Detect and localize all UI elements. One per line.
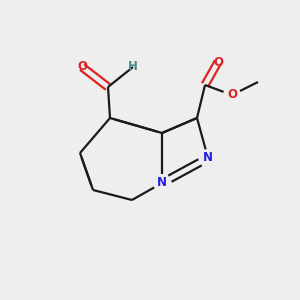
Text: O: O [213, 56, 223, 68]
Text: O: O [77, 61, 87, 74]
Text: N: N [157, 176, 167, 190]
Text: H: H [128, 61, 138, 74]
Text: N: N [203, 152, 213, 164]
Text: O: O [227, 88, 237, 101]
